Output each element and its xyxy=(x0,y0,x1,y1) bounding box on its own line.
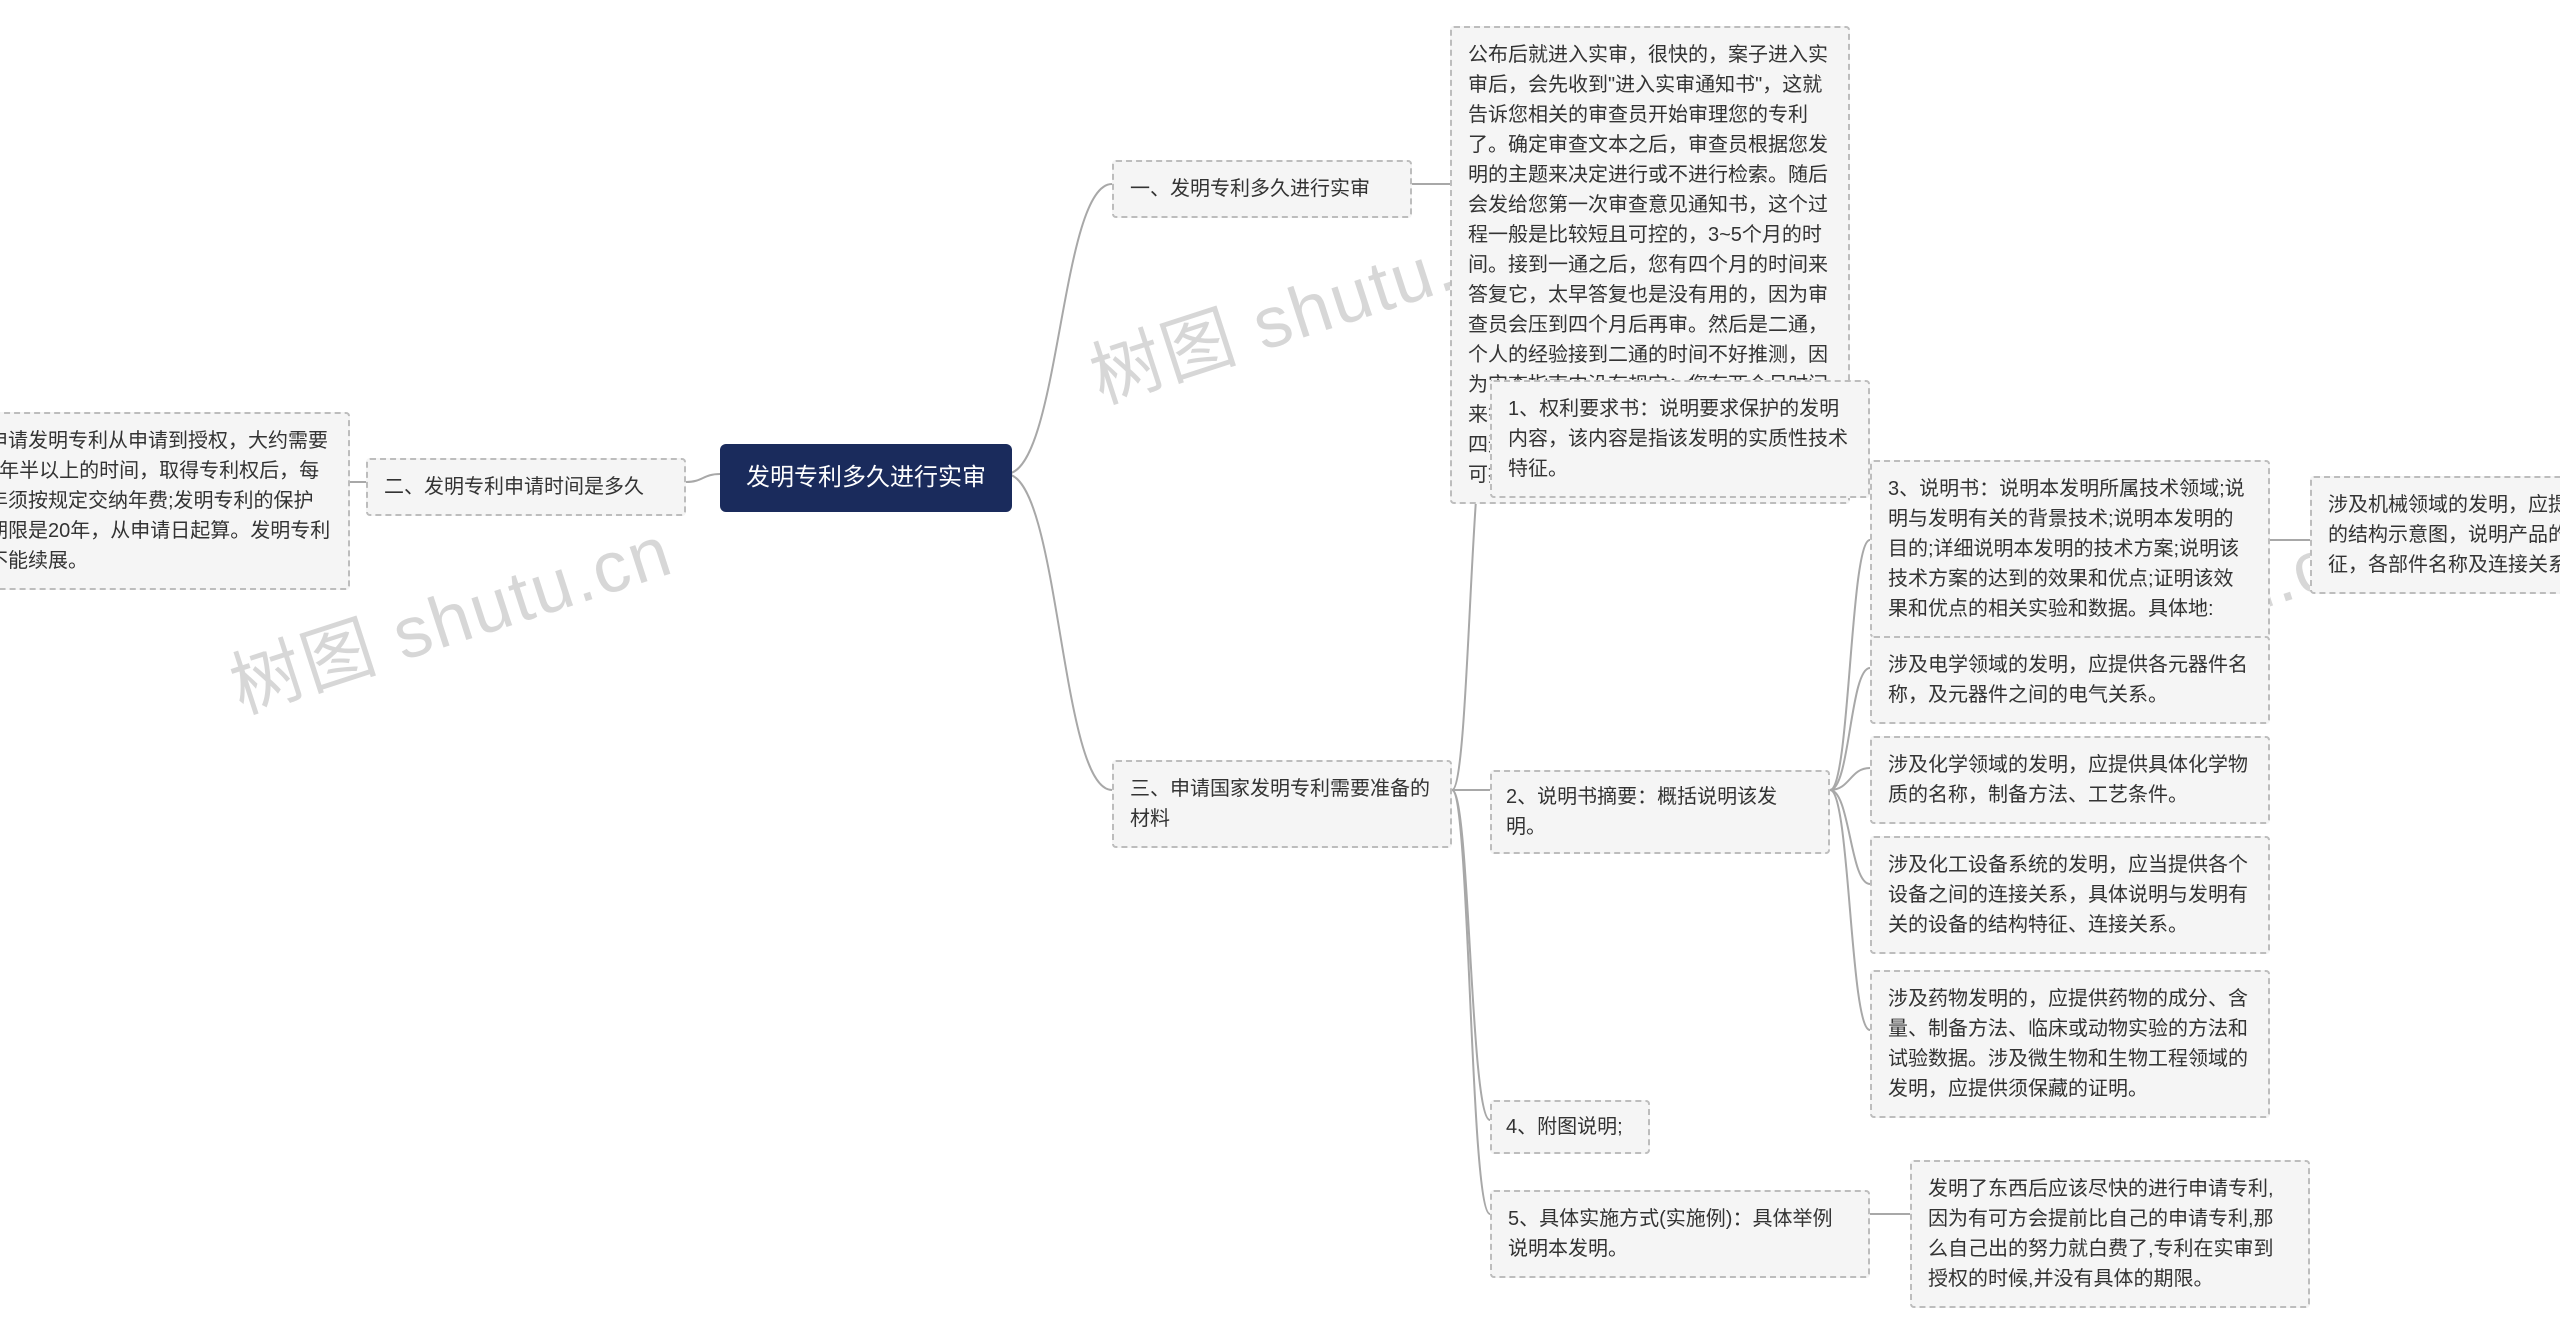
branch-1[interactable]: 一、发明专利多久进行实审 xyxy=(1112,160,1412,218)
branch-3-3-sub-3[interactable]: 涉及化学领域的发明，应提供具体化学物质的名称，制备方法、工艺条件。 xyxy=(1870,736,2270,824)
branch-3-5-sub[interactable]: 发明了东西后应该尽快的进行申请专利,因为有可方会提前比自己的申请专利,那么自己出… xyxy=(1910,1160,2310,1308)
branch-2[interactable]: 二、发明专利申请时间是多久 xyxy=(366,458,686,516)
mindmap-canvas: 树图 shutu.cn 树图 shutu.cn 树图 shutu.cn xyxy=(0,0,2560,1317)
branch-3-3-sub-4[interactable]: 涉及化工设备系统的发明，应当提供各个设备之间的连接关系，具体说明与发明有关的设备… xyxy=(1870,836,2270,954)
branch-3[interactable]: 三、申请国家发明专利需要准备的材料 xyxy=(1112,760,1452,848)
root-node[interactable]: 发明专利多久进行实审 xyxy=(720,444,1012,512)
branch-3-3-sub-5[interactable]: 涉及药物发明的，应提供药物的成分、含量、制备方法、临床或动物实验的方法和试验数据… xyxy=(1870,970,2270,1118)
branch-3-3-sub-2[interactable]: 涉及电学领域的发明，应提供各元器件名称，及元器件之间的电气关系。 xyxy=(1870,636,2270,724)
branch-3-item-2[interactable]: 2、说明书摘要：概括说明该发明。 xyxy=(1490,770,1830,854)
branch-3-item-3[interactable]: 3、说明书：说明本发明所属技术领域;说明与发明有关的背景技术;说明本发明的目的;… xyxy=(1870,460,2270,638)
branch-3-item-5[interactable]: 5、具体实施方式(实施例)：具体举例说明本发明。 xyxy=(1490,1190,1870,1278)
branch-2-detail[interactable]: 申请发明专利从申请到授权，大约需要2年半以上的时间，取得专利权后，每年须按规定交… xyxy=(0,412,350,590)
branch-3-item-4[interactable]: 4、附图说明; xyxy=(1490,1100,1650,1154)
branch-3-item-1[interactable]: 1、权利要求书：说明要求保护的发明内容，该内容是指该发明的实质性技术特征。 xyxy=(1490,380,1870,498)
branch-3-3-sub-1[interactable]: 涉及机械领域的发明，应提供该产品专利的结构示意图，说明产品的结构、形状特征，各部… xyxy=(2310,476,2560,594)
